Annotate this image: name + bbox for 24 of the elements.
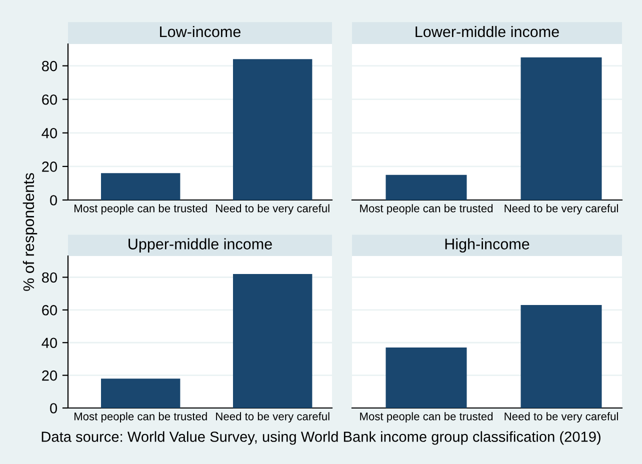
x-tick-label: Need to be very careful — [504, 204, 618, 215]
chart-title: High-income — [445, 238, 530, 252]
source-note: Data source: World Value Survey, using World Bank income group classification (2019) — [42, 431, 600, 445]
x-tick-label: Need to be very careful — [216, 204, 330, 215]
y-tick-label: 0 — [50, 403, 58, 414]
y-tick-label: 80 — [42, 272, 58, 283]
x-tick-label: Need to be very careful — [504, 412, 618, 423]
x-tick-label: Most people can be trusted — [360, 204, 493, 215]
y-tick-label: 0 — [50, 195, 58, 206]
chart-title: Lower-middle income — [416, 26, 559, 38]
y-axis-title: % of respondents — [22, 173, 38, 291]
y-tick-label: 20 — [42, 162, 58, 172]
y-tick-label: 80 — [42, 60, 58, 72]
x-tick-label: Most people can be trusted — [74, 412, 207, 423]
x-tick-label: Need to be very careful — [216, 412, 330, 423]
chart-title: Upper-middle income — [128, 238, 272, 252]
y-tick-label: 40 — [42, 128, 58, 138]
y-tick-label: 20 — [42, 370, 58, 381]
x-tick-label: Most people can be trusted — [74, 204, 207, 215]
chart-title: Low-income — [160, 26, 241, 38]
y-tick-label: 40 — [42, 338, 58, 348]
y-tick-label: 60 — [42, 94, 58, 105]
y-tick-label: 60 — [42, 305, 58, 316]
x-tick-label: Most people can be trusted — [360, 412, 493, 423]
